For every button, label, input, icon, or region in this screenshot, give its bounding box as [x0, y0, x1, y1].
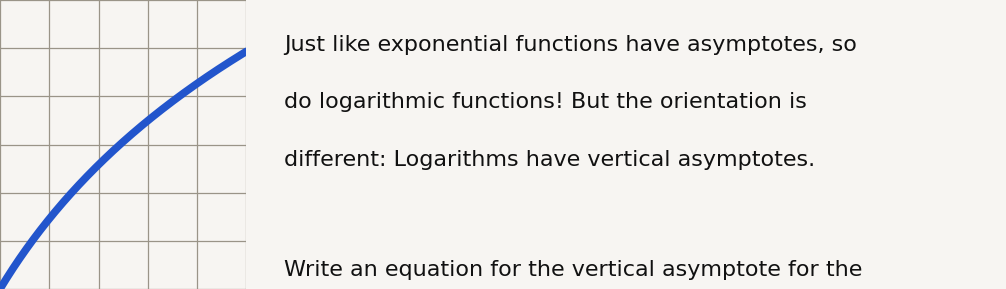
Text: Just like exponential functions have asymptotes, so: Just like exponential functions have asy… — [285, 35, 857, 55]
Text: different: Logarithms have vertical asymptotes.: different: Logarithms have vertical asym… — [285, 150, 816, 170]
Text: Write an equation for the vertical asymptote for the: Write an equation for the vertical asymp… — [285, 260, 863, 280]
Text: do logarithmic functions! But the orientation is: do logarithmic functions! But the orient… — [285, 92, 808, 112]
